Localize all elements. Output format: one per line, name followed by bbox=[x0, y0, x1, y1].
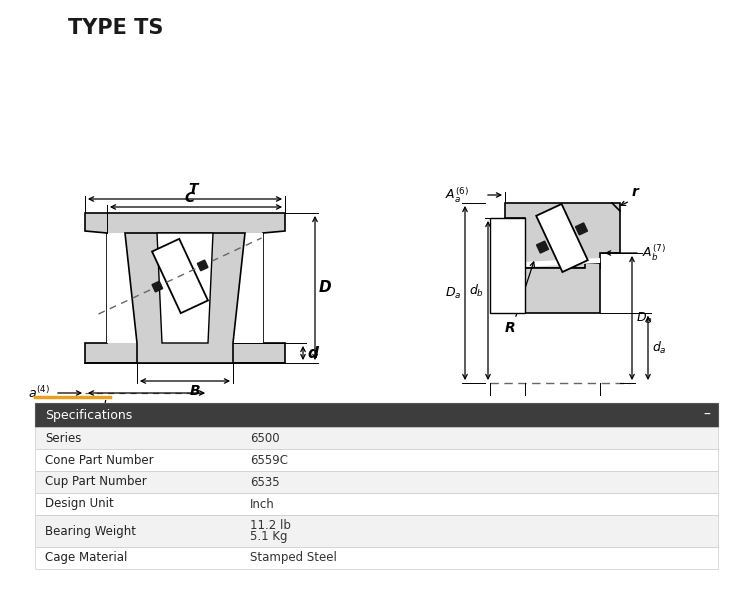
Text: I: I bbox=[103, 399, 106, 412]
Text: Design Unit: Design Unit bbox=[45, 498, 114, 511]
Polygon shape bbox=[107, 233, 263, 343]
Text: C: C bbox=[185, 191, 195, 205]
Text: R: R bbox=[505, 321, 515, 335]
Text: B: B bbox=[190, 384, 200, 398]
Polygon shape bbox=[490, 218, 525, 313]
Text: $d_a$: $d_a$ bbox=[652, 340, 667, 356]
Text: Cone Part Number: Cone Part Number bbox=[45, 453, 154, 466]
Text: Stamped Steel: Stamped Steel bbox=[250, 551, 337, 565]
Text: 6500: 6500 bbox=[250, 432, 280, 444]
Text: $D_a$: $D_a$ bbox=[445, 285, 461, 301]
FancyBboxPatch shape bbox=[35, 427, 718, 449]
Text: 5.1 Kg: 5.1 Kg bbox=[250, 530, 287, 543]
Polygon shape bbox=[536, 204, 588, 272]
Polygon shape bbox=[125, 233, 245, 363]
Text: –: – bbox=[704, 408, 710, 422]
Text: D: D bbox=[319, 280, 332, 295]
Text: 11.2 lb: 11.2 lb bbox=[250, 519, 291, 532]
Text: $a^{(4)}$: $a^{(4)}$ bbox=[28, 385, 50, 401]
Polygon shape bbox=[575, 223, 587, 235]
Text: r: r bbox=[632, 185, 639, 199]
Text: Bearing Weight: Bearing Weight bbox=[45, 524, 136, 538]
Text: 6535: 6535 bbox=[250, 475, 280, 489]
Text: Specifications: Specifications bbox=[45, 408, 132, 422]
Polygon shape bbox=[85, 213, 285, 363]
Text: Series: Series bbox=[45, 432, 81, 444]
Text: $d_b$: $d_b$ bbox=[469, 282, 484, 298]
FancyBboxPatch shape bbox=[35, 547, 718, 569]
FancyBboxPatch shape bbox=[35, 493, 718, 515]
Text: TYPE TS: TYPE TS bbox=[68, 18, 164, 38]
Polygon shape bbox=[505, 218, 600, 313]
Text: $A_b^{(7)}$: $A_b^{(7)}$ bbox=[642, 243, 666, 263]
Text: Cup Part Number: Cup Part Number bbox=[45, 475, 147, 489]
Text: d: d bbox=[307, 346, 318, 361]
FancyBboxPatch shape bbox=[35, 403, 718, 427]
FancyBboxPatch shape bbox=[35, 515, 718, 547]
Polygon shape bbox=[536, 241, 548, 253]
Polygon shape bbox=[505, 203, 620, 268]
Polygon shape bbox=[157, 233, 213, 343]
Text: $A_a^{(6)}$: $A_a^{(6)}$ bbox=[445, 185, 469, 205]
Text: T: T bbox=[188, 182, 198, 196]
Text: Inch: Inch bbox=[250, 498, 274, 511]
FancyBboxPatch shape bbox=[35, 471, 718, 493]
Polygon shape bbox=[197, 260, 208, 271]
Text: Cage Material: Cage Material bbox=[45, 551, 128, 565]
Polygon shape bbox=[505, 258, 600, 268]
Polygon shape bbox=[152, 281, 163, 292]
Polygon shape bbox=[152, 239, 208, 313]
Text: $D_b$: $D_b$ bbox=[636, 310, 652, 325]
Text: 6559C: 6559C bbox=[250, 453, 288, 466]
FancyBboxPatch shape bbox=[35, 449, 718, 471]
